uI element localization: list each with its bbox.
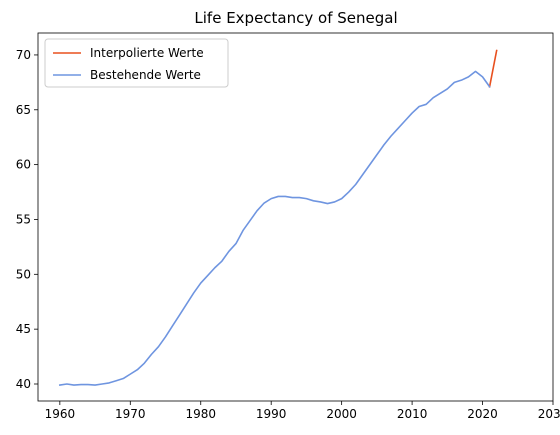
x-tick-label: 2010 bbox=[397, 407, 428, 421]
y-tick-label: 60 bbox=[16, 158, 31, 172]
y-tick-label: 65 bbox=[16, 103, 31, 117]
y-tick-label: 70 bbox=[16, 48, 31, 62]
legend-box bbox=[44, 38, 229, 88]
x-tick-label: 2000 bbox=[326, 407, 357, 421]
y-tick-label: 50 bbox=[16, 267, 31, 281]
x-tick-label: 1970 bbox=[115, 407, 146, 421]
series-line-0 bbox=[488, 49, 498, 88]
legend-label-0: Interpolierte Werte bbox=[90, 46, 204, 60]
y-axis: 40 45 50 55 60 65 70 bbox=[16, 48, 38, 391]
x-tick-label: 1990 bbox=[256, 407, 287, 421]
x-axis: 1960 1970 1980 1990 2000 2010 2020 2030 bbox=[45, 401, 560, 421]
x-tick-label: 1960 bbox=[45, 407, 76, 421]
series-line-1 bbox=[58, 70, 491, 387]
y-tick-label: 40 bbox=[16, 377, 31, 391]
series-layer bbox=[58, 49, 498, 387]
plot-area-frame bbox=[37, 32, 554, 402]
legend-label-1: Bestehende Werte bbox=[90, 68, 201, 82]
y-tick-label: 45 bbox=[16, 322, 31, 336]
y-tick-label: 55 bbox=[16, 212, 31, 226]
x-tick-label: 1980 bbox=[185, 407, 216, 421]
legend: Interpolierte Werte Bestehende Werte bbox=[44, 38, 229, 88]
x-tick-label: 2020 bbox=[467, 407, 498, 421]
x-tick-label: 2030 bbox=[538, 407, 560, 421]
chart-title: Life Expectancy of Senegal bbox=[194, 9, 397, 27]
